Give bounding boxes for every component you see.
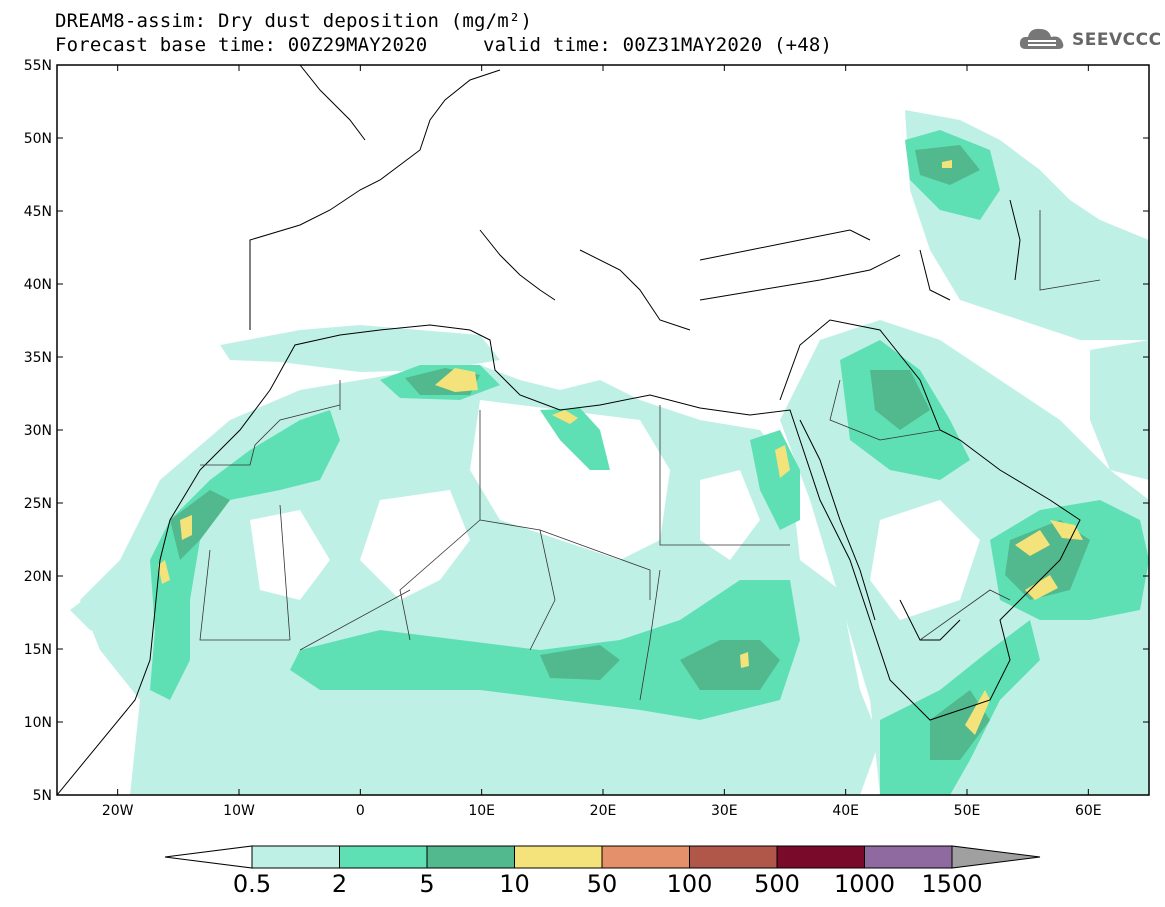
dust-peak-libya xyxy=(552,410,578,424)
colorbar-swatch xyxy=(689,845,778,869)
dust-band-libya xyxy=(540,408,610,470)
dust-core-nigeria xyxy=(540,645,620,680)
colorbar-swatch xyxy=(251,845,340,869)
valid-time: valid time: 00Z31MAY2020 (+48) xyxy=(483,34,833,56)
dust-peak-oman-south xyxy=(1025,575,1058,600)
dust-peak-mauritania xyxy=(180,515,192,540)
colorbar-label: 100 xyxy=(666,870,713,898)
dust-core-chad xyxy=(680,640,780,690)
dust-peak-senegal xyxy=(158,560,170,584)
lon-label-10E: 10E xyxy=(468,803,495,819)
lon-label-20E: 20E xyxy=(590,803,617,819)
lat-label-40N: 40N xyxy=(24,277,52,293)
logo-text: SEEVCCC xyxy=(1072,30,1162,50)
lat-label-35N: 35N xyxy=(24,350,52,366)
lon-label-50E: 50E xyxy=(954,803,981,819)
lat-label-30N: 30N xyxy=(24,423,52,439)
lon-label-40E: 40E xyxy=(832,803,859,819)
colorbar-label: 2 xyxy=(331,870,348,898)
dust-fields xyxy=(70,110,1149,795)
colorbar-label: 1000 xyxy=(833,870,896,898)
colorbar-label: 5 xyxy=(419,870,435,898)
dust-core-iraq xyxy=(870,370,930,430)
dust-band-west-africa xyxy=(150,410,340,700)
dust-peak-red-sea xyxy=(775,445,790,478)
colorbar-label: 500 xyxy=(754,870,800,898)
colorbar-swatch xyxy=(339,845,428,869)
colorbar xyxy=(164,845,1041,869)
lat-label-45N: 45N xyxy=(24,204,52,220)
lon-label-10W: 10W xyxy=(223,803,255,819)
dust-peak-oman-east xyxy=(1050,520,1083,540)
lon-label-60E: 60E xyxy=(1075,803,1102,819)
lon-label-0: 0 xyxy=(356,803,365,819)
colorbar-swatch xyxy=(426,845,515,869)
dust-band-sahel xyxy=(290,580,800,720)
colorbar-label: 10 xyxy=(499,870,530,898)
lat-label-5N: 5N xyxy=(33,788,52,804)
map-title: DREAM8-assim: Dry dust deposition (mg/m²… xyxy=(55,10,533,32)
lon-label-20W: 20W xyxy=(102,803,134,819)
dust-area-tunisia xyxy=(220,325,500,372)
dust-peak-oman-north xyxy=(1015,530,1050,556)
colorbar-swatch xyxy=(864,845,953,869)
colorbar-swatch xyxy=(776,845,865,869)
lat-label-15N: 15N xyxy=(24,642,52,658)
coastlines xyxy=(57,65,1081,795)
borders xyxy=(199,210,1101,701)
dust-area-east-iran xyxy=(1090,340,1149,480)
dust-peak-somalia xyxy=(965,690,990,735)
lat-label-20N: 20N xyxy=(24,569,52,585)
dust-peak-chad xyxy=(740,652,749,668)
colorbar-label: 1500 xyxy=(921,870,983,898)
dust-core-mauritania xyxy=(170,490,230,560)
colorbar-label: 0.5 xyxy=(232,870,272,898)
lon-label-30E: 30E xyxy=(711,803,738,819)
colorbar-swatch xyxy=(601,845,690,869)
colorbar-label: 50 xyxy=(586,870,618,898)
cloud-icon xyxy=(1019,28,1064,49)
lat-label-25N: 25N xyxy=(24,496,52,512)
dust-peak-tunisia xyxy=(435,368,478,392)
seevccc-logo: SEEVCCC xyxy=(1018,24,1162,56)
dust-peak-caspian xyxy=(942,160,952,168)
dust-band-egypt xyxy=(750,430,800,530)
colorbar-max-arrow xyxy=(951,845,1041,869)
colorbar-swatch xyxy=(514,845,603,869)
dust-area-atlantic xyxy=(70,580,140,640)
forecast-base-time: Forecast base time: 00Z29MAY2020 xyxy=(55,34,428,56)
colorbar-min-arrow xyxy=(164,845,253,869)
lat-label-55N: 55N xyxy=(24,58,52,74)
lat-label-50N: 50N xyxy=(24,131,52,147)
lat-label-10N: 10N xyxy=(24,715,52,731)
